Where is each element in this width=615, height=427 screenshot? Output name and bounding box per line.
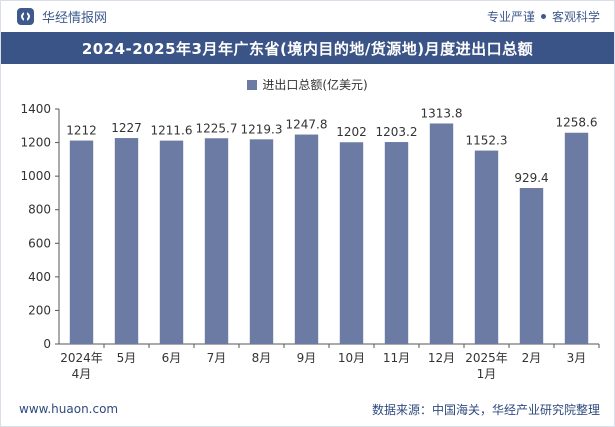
- brand-logo-icon: [17, 7, 34, 25]
- data-label: 1225.7: [196, 121, 238, 135]
- legend-swatch-icon: [247, 79, 258, 90]
- x-tick-label: 2025年: [465, 351, 508, 365]
- bar: [474, 150, 499, 344]
- data-label: 1247.8: [286, 118, 328, 132]
- x-tick-label: 6月: [162, 351, 182, 365]
- x-tick-label: 3月: [567, 351, 587, 365]
- bar: [204, 138, 229, 344]
- bar: [429, 123, 454, 344]
- y-tick-label: 600: [28, 236, 51, 250]
- chart-legend: 进出口总额(亿美元): [1, 76, 614, 93]
- bar: [519, 187, 544, 344]
- x-tick-label: 1月: [477, 367, 497, 381]
- x-tick-label: 10月: [338, 351, 365, 365]
- footer-source: 数据来源：中国海关，华经产业研究院整理: [371, 402, 600, 417]
- data-label: 1258.6: [556, 116, 598, 130]
- tagline-right: 客观科学: [551, 9, 600, 24]
- y-tick-label: 1400: [20, 102, 51, 116]
- bar: [339, 142, 364, 344]
- bar: [564, 132, 589, 344]
- data-label: 1152.3: [466, 134, 508, 148]
- data-label: 1219.3: [241, 122, 283, 136]
- bar-chart: 0 200 400 600 800 1000 1200 1400 1212 2024年 4月 1227…: [20, 102, 600, 381]
- data-label: 1203.2: [376, 125, 418, 139]
- chart-title: 2024-2025年3月年广东省(境内目的地/货源地)月度进出口总额: [1, 32, 614, 64]
- x-tick-label: 7月: [207, 351, 227, 365]
- data-label: 1211.6: [151, 124, 193, 138]
- tagline: 专业严谨 客观科学: [487, 8, 600, 25]
- bar: [249, 139, 274, 344]
- x-tick-label: 2月: [522, 351, 542, 365]
- x-tick-label: 9月: [297, 351, 317, 365]
- top-bar: 华经情报网 专业严谨 客观科学: [1, 1, 614, 31]
- y-tick-label: 200: [28, 303, 51, 317]
- brand[interactable]: 华经情报网: [17, 7, 107, 26]
- data-label: 1202: [336, 125, 367, 139]
- x-tick-label: 12月: [428, 351, 455, 365]
- y-tick-label: 400: [28, 270, 51, 284]
- x-tick-label: 4月: [72, 367, 92, 381]
- data-label: 1313.8: [421, 106, 463, 120]
- x-tick-label: 11月: [383, 351, 410, 365]
- bar: [114, 138, 139, 344]
- tagline-left: 专业严谨: [486, 9, 535, 24]
- bar: [384, 142, 409, 344]
- y-tick-label: 1200: [20, 136, 51, 150]
- bar: [159, 140, 184, 344]
- footer: www.huaon.com 数据来源：中国海关，华经产业研究院整理: [1, 397, 614, 421]
- bar: [294, 134, 319, 344]
- data-label: 1227: [111, 121, 142, 135]
- y-tick-label: 800: [28, 203, 51, 217]
- brand-name: 华经情报网: [42, 10, 108, 26]
- footer-url[interactable]: www.huaon.com: [19, 402, 119, 416]
- y-tick-label: 1000: [20, 169, 51, 183]
- legend-label: 进出口总额(亿美元): [262, 78, 368, 92]
- y-tick-label: 0: [43, 337, 51, 351]
- x-tick-label: 8月: [252, 351, 272, 365]
- data-label: 929.4: [514, 171, 548, 185]
- x-tick-label: 2024年: [60, 351, 103, 365]
- bar: [69, 140, 94, 344]
- dot-separator-icon: [540, 13, 546, 19]
- x-tick-label: 5月: [117, 351, 137, 365]
- data-label: 1212: [66, 124, 97, 138]
